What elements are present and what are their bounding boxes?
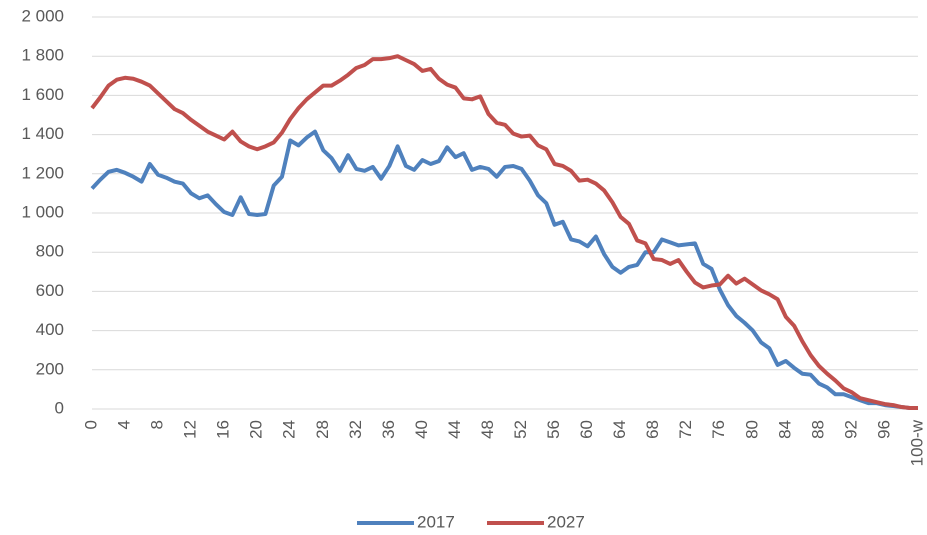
y-tick-label: 1 600 — [21, 85, 64, 104]
x-tick-label: 44 — [445, 420, 464, 439]
x-tick-label: 24 — [280, 420, 299, 439]
x-tick-label: 96 — [874, 420, 893, 439]
y-tick-label: 1 400 — [21, 124, 64, 143]
series-line — [90, 129, 918, 411]
x-tick-label: 60 — [577, 420, 596, 439]
y-tick-label: 2 000 — [21, 6, 64, 25]
x-tick-label: 56 — [544, 420, 563, 439]
x-tick-label: 72 — [676, 420, 695, 439]
x-tick-label: 88 — [808, 420, 827, 439]
x-tick-label: 12 — [181, 420, 200, 439]
series-line — [90, 54, 918, 411]
x-tick-label: 0 — [81, 420, 100, 429]
x-tick-label: 16 — [214, 420, 233, 439]
x-tick-label: 28 — [313, 420, 332, 439]
legend-label: 2017 — [417, 512, 455, 531]
x-tick-label: 100-w — [907, 419, 926, 466]
y-tick-label: 200 — [36, 359, 64, 378]
y-tick-label: 0 — [55, 398, 64, 417]
x-tick-label: 64 — [610, 420, 629, 439]
x-tick-label: 8 — [148, 420, 167, 429]
x-tick-label: 76 — [709, 420, 728, 439]
y-tick-label: 400 — [36, 320, 64, 339]
x-tick-label: 40 — [412, 420, 431, 439]
x-tick-label: 92 — [841, 420, 860, 439]
x-tick-label: 36 — [379, 420, 398, 439]
legend-label: 2027 — [547, 512, 585, 531]
x-tick-label: 68 — [643, 420, 662, 439]
x-tick-label: 20 — [247, 420, 266, 439]
y-tick-label: 600 — [36, 281, 64, 300]
y-tick-label: 1 800 — [21, 46, 64, 65]
x-tick-label: 4 — [115, 420, 134, 429]
y-tick-label: 800 — [36, 242, 64, 261]
x-tick-label: 52 — [511, 420, 530, 439]
x-tick-label: 48 — [478, 420, 497, 439]
y-tick-label: 1 000 — [21, 202, 64, 221]
y-tick-label: 1 200 — [21, 163, 64, 182]
x-tick-label: 80 — [742, 420, 761, 439]
x-tick-label: 32 — [346, 420, 365, 439]
x-tick-label: 84 — [775, 420, 794, 439]
